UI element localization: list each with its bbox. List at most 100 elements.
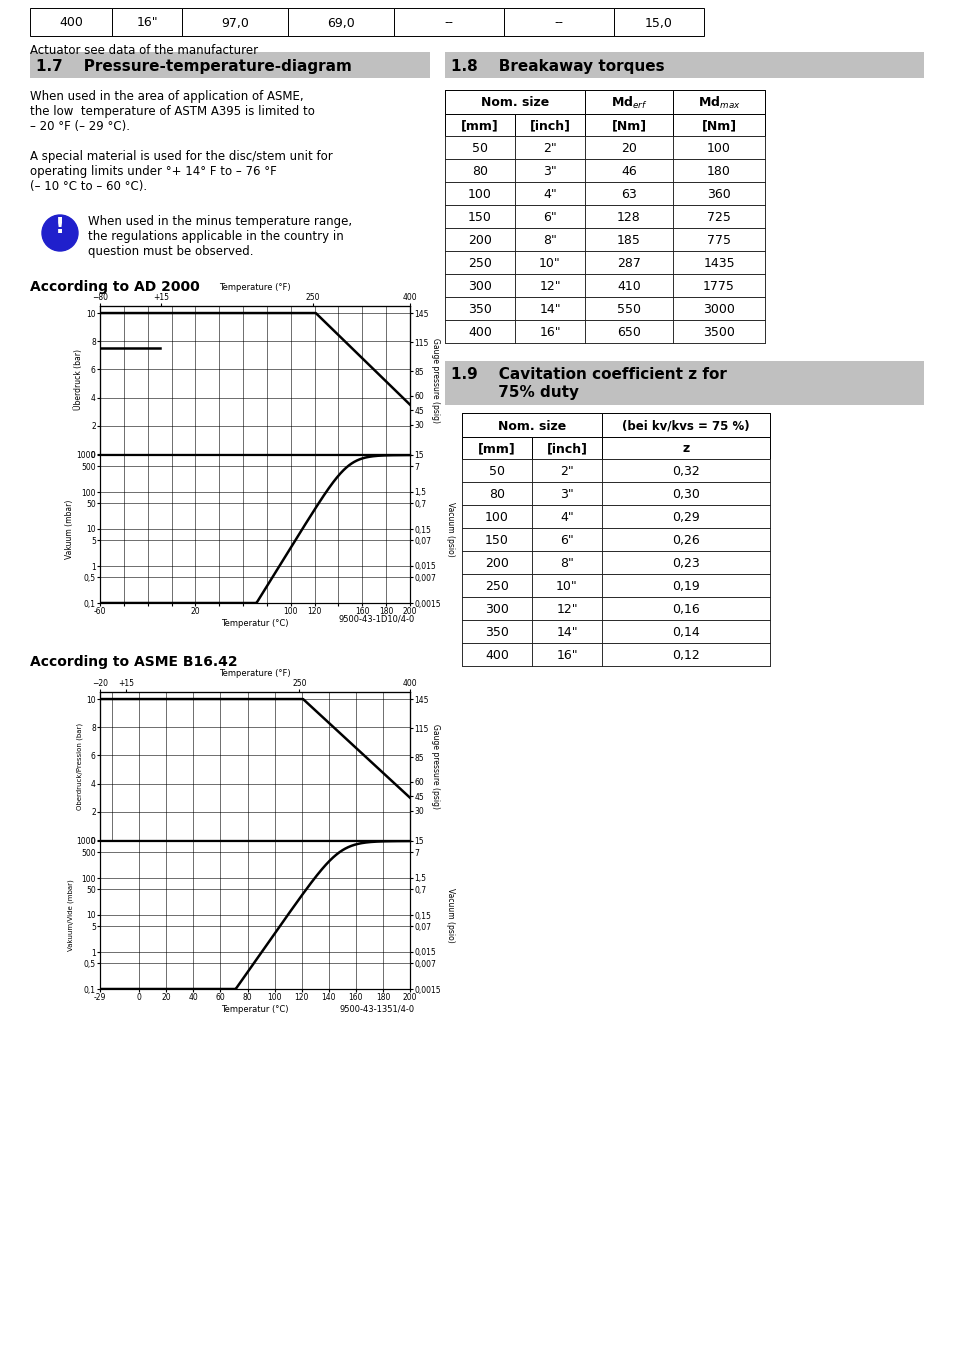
Bar bbox=[444, 182, 764, 205]
Text: [mm]: [mm] bbox=[477, 443, 516, 455]
Bar bbox=[601, 413, 769, 436]
Y-axis label: Vakuum (mbar): Vakuum (mbar) bbox=[65, 500, 73, 559]
Text: 128: 128 bbox=[617, 211, 640, 224]
Text: 400: 400 bbox=[484, 648, 508, 662]
Text: 6": 6" bbox=[542, 211, 557, 224]
Text: 9500-43-1351/4-0: 9500-43-1351/4-0 bbox=[339, 1005, 415, 1015]
Bar bbox=[444, 274, 515, 297]
Text: 12": 12" bbox=[556, 603, 578, 616]
Text: When used in the minus temperature range,
the regulations applicable in the coun: When used in the minus temperature range… bbox=[88, 215, 352, 258]
Text: 3": 3" bbox=[559, 488, 574, 501]
Text: 150: 150 bbox=[468, 211, 492, 224]
Bar bbox=[672, 297, 764, 320]
X-axis label: Temperatur (°C): Temperatur (°C) bbox=[221, 619, 289, 628]
Bar bbox=[461, 597, 769, 620]
Bar bbox=[461, 528, 532, 551]
Text: [inch]: [inch] bbox=[546, 443, 587, 455]
Bar bbox=[461, 459, 532, 482]
Text: 1.9    Cavitation coefficient z for: 1.9 Cavitation coefficient z for bbox=[451, 367, 726, 382]
Text: 80: 80 bbox=[472, 165, 488, 178]
Bar bbox=[532, 551, 601, 574]
Text: 725: 725 bbox=[706, 211, 730, 224]
Bar bbox=[584, 159, 672, 182]
Text: 4": 4" bbox=[542, 188, 557, 201]
Bar bbox=[601, 620, 769, 643]
Bar bbox=[515, 251, 584, 274]
Bar bbox=[515, 113, 584, 136]
Bar bbox=[672, 228, 764, 251]
Bar bbox=[532, 528, 601, 551]
Y-axis label: Vacuum (psio): Vacuum (psio) bbox=[445, 501, 455, 557]
Text: 20: 20 bbox=[620, 142, 637, 155]
Text: Nom. size: Nom. size bbox=[480, 96, 549, 109]
Text: 80: 80 bbox=[489, 488, 504, 501]
Bar bbox=[112, 8, 182, 36]
Bar bbox=[461, 551, 532, 574]
Text: 400: 400 bbox=[59, 16, 83, 30]
Text: 410: 410 bbox=[617, 280, 640, 293]
Bar bbox=[461, 459, 769, 482]
Bar bbox=[601, 505, 769, 528]
Bar bbox=[461, 528, 769, 551]
Text: 97,0: 97,0 bbox=[221, 16, 249, 30]
Bar bbox=[601, 574, 769, 597]
Text: 75% duty: 75% duty bbox=[451, 385, 578, 400]
Bar bbox=[444, 136, 764, 159]
Y-axis label: Vakuum/Vide (mbar): Vakuum/Vide (mbar) bbox=[67, 880, 73, 951]
Text: 350: 350 bbox=[484, 626, 508, 639]
Bar bbox=[672, 320, 764, 343]
Text: 200: 200 bbox=[468, 234, 492, 247]
Bar bbox=[584, 205, 672, 228]
Bar bbox=[584, 136, 672, 159]
Text: 0,32: 0,32 bbox=[672, 465, 700, 478]
Bar bbox=[444, 205, 515, 228]
Text: 0,16: 0,16 bbox=[672, 603, 700, 616]
Text: 50: 50 bbox=[489, 465, 504, 478]
Bar bbox=[672, 274, 764, 297]
Bar bbox=[614, 8, 703, 36]
Bar bbox=[601, 436, 769, 459]
Bar bbox=[515, 182, 584, 205]
Bar bbox=[461, 413, 601, 436]
Text: 10": 10" bbox=[556, 580, 578, 593]
Text: 14": 14" bbox=[556, 626, 578, 639]
Text: 0,23: 0,23 bbox=[672, 557, 700, 570]
Text: 3500: 3500 bbox=[702, 326, 734, 339]
Text: 2": 2" bbox=[542, 142, 557, 155]
Bar bbox=[672, 136, 764, 159]
Bar bbox=[461, 413, 769, 436]
Text: 287: 287 bbox=[617, 257, 640, 270]
Text: 250: 250 bbox=[484, 580, 508, 593]
Bar bbox=[532, 482, 601, 505]
Text: 12": 12" bbox=[538, 280, 560, 293]
X-axis label: Temperatur (°C): Temperatur (°C) bbox=[221, 1005, 289, 1015]
Bar bbox=[444, 113, 515, 136]
Bar bbox=[461, 574, 769, 597]
Text: --: -- bbox=[444, 16, 453, 30]
Text: 14": 14" bbox=[538, 303, 560, 316]
Bar bbox=[503, 8, 614, 36]
Bar bbox=[532, 574, 601, 597]
Bar bbox=[672, 205, 764, 228]
Bar bbox=[532, 436, 601, 459]
Text: 775: 775 bbox=[706, 234, 730, 247]
Text: 360: 360 bbox=[706, 188, 730, 201]
X-axis label: Temperature (°F): Temperature (°F) bbox=[219, 669, 291, 678]
Text: 150: 150 bbox=[484, 534, 508, 547]
Bar bbox=[182, 8, 288, 36]
Bar bbox=[672, 91, 764, 113]
Text: 185: 185 bbox=[617, 234, 640, 247]
Bar bbox=[515, 274, 584, 297]
Text: 4": 4" bbox=[559, 511, 574, 524]
Text: 400: 400 bbox=[468, 326, 492, 339]
Text: Md$_{erf}$: Md$_{erf}$ bbox=[610, 95, 647, 111]
Text: Nom. size: Nom. size bbox=[497, 420, 565, 432]
Text: 300: 300 bbox=[484, 603, 508, 616]
Bar bbox=[672, 113, 764, 136]
Text: 46: 46 bbox=[620, 165, 637, 178]
Text: --: -- bbox=[554, 16, 563, 30]
Bar bbox=[601, 482, 769, 505]
Bar bbox=[444, 182, 515, 205]
Bar bbox=[444, 297, 515, 320]
Text: 1435: 1435 bbox=[702, 257, 734, 270]
